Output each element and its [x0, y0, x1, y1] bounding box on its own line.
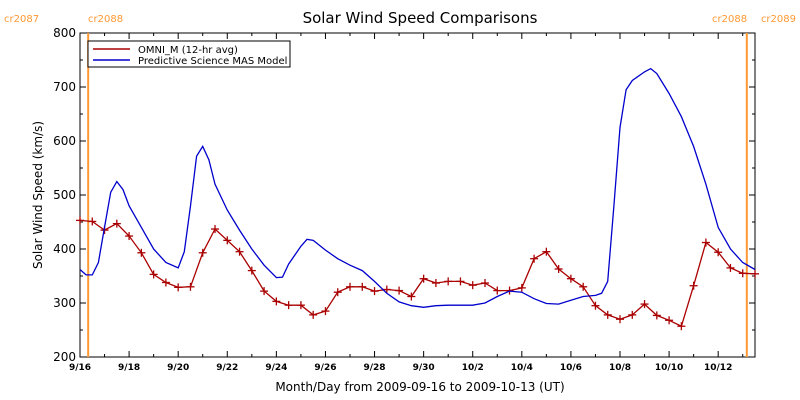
legend-label: Predictive Science MAS Model: [138, 56, 287, 67]
y-tick-label: 600: [53, 134, 76, 148]
rotation-boundary-lines: [87, 33, 748, 357]
data-point-marker: [358, 282, 367, 291]
data-point-marker: [616, 315, 624, 324]
data-point-marker: [309, 310, 318, 319]
data-point-marker: [272, 297, 281, 306]
data-point-marker: [481, 279, 489, 288]
data-point-marker: [517, 283, 526, 292]
data-point-marker: [88, 217, 97, 226]
series-line-omni: [79, 219, 756, 328]
data-point-marker: [223, 236, 232, 245]
data-point-marker: [530, 254, 539, 263]
y-tick-label: 800: [53, 26, 76, 40]
plot-frame: [79, 32, 756, 358]
x-tick-label: 10/4: [511, 363, 533, 373]
y-tick-label: 300: [53, 296, 76, 310]
data-point-marker: [198, 248, 207, 257]
y-axis-ticks: 200 300 400 500 600 700 800: [53, 26, 755, 364]
series-line-mas-model: [79, 67, 756, 308]
data-point-marker: [542, 247, 551, 256]
y-tick-label: 500: [53, 188, 76, 202]
data-point-marker: [554, 264, 563, 273]
data-point-marker: [260, 287, 269, 296]
data-point-marker: [149, 270, 158, 279]
rotation-label-next: cr2088: [88, 14, 123, 25]
y-tick-label: 200: [53, 350, 76, 364]
rotation-label-previous: cr2088: [712, 14, 747, 25]
data-point-marker: [603, 310, 612, 319]
data-point-marker: [689, 281, 698, 290]
data-point-marker: [284, 301, 293, 310]
x-tick-label: 9/16: [69, 363, 91, 373]
data-point-marker: [652, 311, 661, 320]
data-point-marker: [407, 292, 416, 301]
data-point-marker: [677, 322, 686, 331]
data-point-marker: [346, 282, 354, 291]
x-axis-label: Month/Day from 2009-09-16 to 2009-10-13 …: [275, 380, 564, 394]
x-tick-label: 9/30: [413, 363, 435, 373]
y-tick-label: 400: [53, 242, 76, 256]
x-tick-label: 10/10: [655, 363, 683, 373]
data-point-marker: [444, 277, 453, 286]
data-point-marker: [493, 286, 502, 295]
data-point-marker: [456, 277, 465, 286]
rotation-label-previous: cr2087: [4, 14, 39, 25]
legend-box: [87, 40, 291, 68]
data-point-marker: [726, 263, 735, 272]
x-tick-label: 9/18: [118, 363, 140, 373]
data-point-marker: [161, 278, 170, 287]
data-point-marker: [125, 232, 134, 241]
chart-title: Solar Wind Speed Comparisons: [303, 9, 538, 27]
legend: OMNI_M (12-hr avg)Predictive Science MAS…: [87, 40, 291, 68]
data-point-marker: [751, 269, 759, 278]
x-tick-label: 9/26: [314, 363, 336, 373]
data-point-marker: [468, 281, 477, 290]
data-point-marker: [738, 269, 747, 278]
data-point-marker: [296, 301, 305, 310]
series-group: [76, 67, 759, 331]
data-point-marker: [419, 274, 428, 283]
data-point-marker: [333, 288, 342, 297]
x-tick-label: 9/20: [167, 363, 189, 373]
x-tick-label: 10/8: [609, 363, 631, 373]
y-axis-label: Solar Wind Speed (km/s): [31, 121, 45, 269]
data-point-marker: [382, 285, 391, 294]
x-tick-label: 10/12: [704, 363, 732, 373]
data-point-marker: [566, 274, 575, 283]
x-tick-label: 10/6: [560, 363, 582, 373]
x-tick-label: 9/24: [265, 363, 287, 373]
data-point-marker: [76, 216, 84, 225]
rotation-labels: cr2087 cr2088 cr2088 cr2089: [4, 14, 796, 25]
data-point-marker: [186, 282, 195, 291]
data-point-marker: [247, 266, 256, 275]
x-tick-label: 10/2: [462, 363, 484, 373]
data-point-marker: [137, 248, 146, 257]
data-point-marker: [591, 301, 600, 310]
data-point-marker: [370, 287, 379, 296]
data-point-marker: [714, 248, 723, 257]
data-point-marker: [174, 283, 183, 292]
y-tick-label: 700: [53, 80, 76, 94]
data-point-marker: [628, 310, 637, 319]
data-point-marker: [665, 316, 674, 325]
data-point-marker: [235, 247, 244, 256]
data-point-marker: [211, 225, 219, 234]
data-point-marker: [431, 279, 440, 288]
data-point-marker: [321, 307, 330, 316]
legend-label: OMNI_M (12-hr avg): [138, 45, 238, 56]
data-point-marker: [395, 286, 404, 295]
x-tick-label: 9/28: [364, 363, 386, 373]
rotation-label-next: cr2089: [761, 14, 796, 25]
data-point-marker: [112, 219, 121, 228]
x-tick-label: 9/22: [216, 363, 238, 373]
data-point-marker: [701, 238, 710, 247]
x-axis-ticks: 9/16 9/18 9/20 9/22 9/24 9/26 9/28 9/30 10/2 10/4…: [69, 33, 744, 373]
data-point-marker: [640, 300, 649, 309]
data-point-marker: [579, 282, 588, 291]
